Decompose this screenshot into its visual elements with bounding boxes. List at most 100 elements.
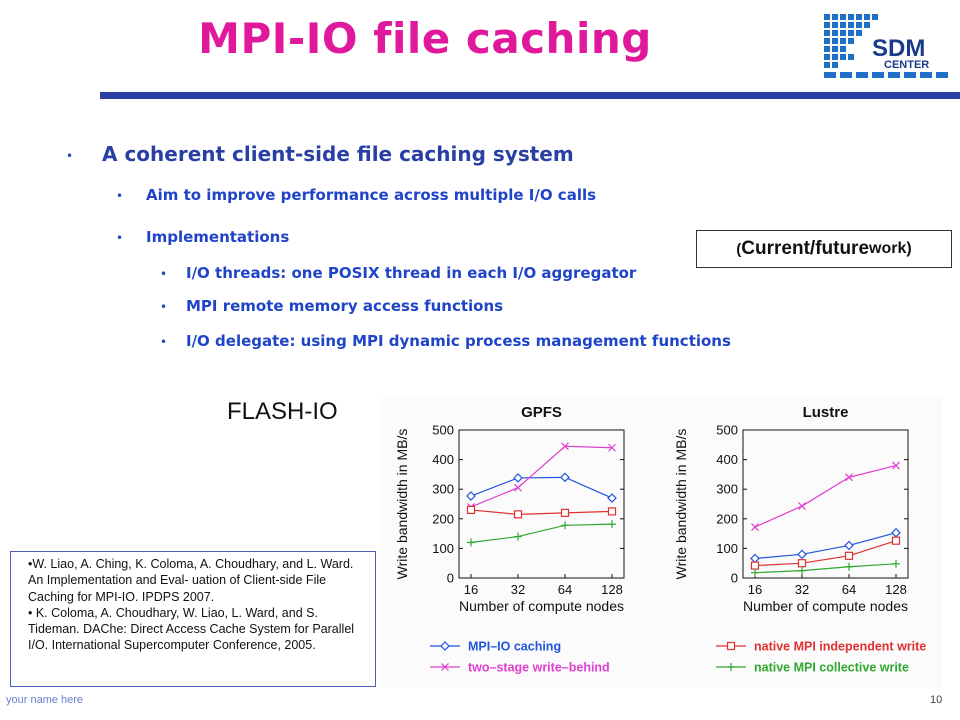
chart-title: GPFS — [521, 404, 562, 421]
data-point — [844, 540, 854, 551]
y-tick-label: 0 — [731, 571, 738, 586]
logo-text-sdm: SDM — [872, 35, 925, 62]
current-work-label: work) — [869, 240, 912, 257]
data-point — [751, 523, 759, 532]
bullet-dot: • — [160, 335, 168, 349]
y-tick-label: 200 — [432, 511, 454, 526]
y-tick-label: 400 — [432, 452, 454, 467]
references-box: •W. Liao, A. Ching, K. Coloma, A. Choudh… — [10, 551, 376, 687]
x-tick-label: 16 — [748, 582, 762, 597]
data-point — [798, 502, 806, 510]
x-tick-label: 64 — [558, 582, 572, 597]
bullet-level2-aim: Aim to improve performance across multip… — [146, 186, 597, 204]
legend-label: native MPI independent write — [754, 640, 926, 654]
legend-marker — [727, 663, 735, 671]
data-point — [561, 521, 569, 530]
x-axis-label: Number of compute nodes — [743, 598, 908, 614]
y-tick-label: 0 — [447, 571, 454, 586]
data-point — [751, 568, 759, 577]
bullet-dot: • — [160, 267, 168, 281]
data-point — [892, 461, 900, 470]
data-point — [467, 538, 475, 547]
data-point — [560, 472, 570, 483]
slide-title: MPI-IO file caching — [198, 14, 652, 63]
legend-marker — [441, 663, 449, 671]
data-point — [513, 510, 523, 519]
series-line — [470, 476, 613, 499]
y-tick-label: 300 — [716, 482, 738, 497]
series-line — [754, 464, 897, 528]
x-tick-label: 128 — [601, 582, 623, 597]
data-point — [750, 561, 760, 570]
bullet-level3-io-threads: I/O threads: one POSIX thread in each I/… — [186, 264, 637, 282]
series-line — [754, 540, 897, 567]
data-point — [608, 443, 616, 452]
sdm-center-logo: SDM CENTER — [824, 14, 948, 78]
series-line — [470, 445, 613, 508]
series-line — [754, 532, 897, 560]
data-point — [514, 532, 522, 541]
bullet-dot: • — [116, 231, 124, 245]
data-point — [514, 483, 522, 492]
bullet-level3-mpi-rma: MPI remote memory access functions — [186, 297, 504, 315]
data-point — [513, 473, 523, 483]
y-tick-label: 300 — [432, 482, 454, 497]
current-future-work-box: (Current/future work) — [696, 230, 952, 268]
reference-2: • K. Coloma, A. Choudhary, W. Liao, L. W… — [28, 605, 355, 653]
bullet-level3-io-delegate: I/O delegate: using MPI dynamic process … — [186, 332, 731, 350]
data-point — [466, 505, 476, 515]
bullet-dot: • — [116, 189, 124, 203]
data-point — [892, 559, 900, 568]
data-point — [608, 520, 616, 529]
bullet-dot: • — [160, 300, 168, 314]
y-tick-label: 500 — [432, 423, 454, 438]
legend-marker — [440, 641, 450, 651]
legend-label: two–stage write–behind — [468, 661, 610, 675]
data-point — [466, 491, 476, 501]
current-future-label: Current/future — [741, 238, 870, 259]
y-tick-label: 200 — [716, 511, 738, 526]
data-point — [560, 508, 570, 517]
series-line — [754, 563, 897, 574]
series-line — [470, 523, 613, 544]
data-point — [845, 473, 853, 482]
data-point — [891, 527, 901, 538]
y-tick-label: 500 — [716, 423, 738, 438]
series-line — [470, 509, 613, 515]
flash-io-label: FLASH-IO — [227, 398, 338, 425]
x-axis-label: Number of compute nodes — [459, 598, 624, 614]
chart-title: Lustre — [803, 404, 849, 421]
data-point — [607, 493, 617, 503]
y-axis-label: Write bandwidth in MB/s — [673, 429, 689, 580]
bullet-level1: A coherent client-side file caching syst… — [102, 142, 574, 166]
x-tick-label: 64 — [842, 582, 856, 597]
x-tick-label: 16 — [464, 582, 478, 597]
logo-text-center: CENTER — [884, 59, 929, 71]
current-paren: ( — [736, 240, 742, 258]
data-point — [845, 562, 853, 571]
x-tick-label: 32 — [795, 582, 809, 597]
bullet-level2-implementations: Implementations — [146, 228, 290, 246]
title-underline — [100, 92, 960, 99]
data-point — [607, 507, 617, 516]
footer-author: your name here — [6, 694, 84, 706]
legend-label: MPI–IO caching — [468, 640, 561, 654]
y-axis-label: Write bandwidth in MB/s — [394, 429, 410, 580]
data-point — [798, 566, 806, 575]
data-point — [891, 536, 901, 545]
legend-marker — [726, 641, 736, 651]
chart-panel: GPFS 0 100 200 300 400 500 16 32 64 128 Number of c… — [380, 397, 942, 687]
plot-frame — [742, 429, 909, 579]
y-tick-label: 100 — [432, 541, 454, 556]
data-point — [561, 442, 569, 451]
x-tick-label: 32 — [511, 582, 525, 597]
y-tick-label: 400 — [716, 452, 738, 467]
data-point — [797, 559, 807, 568]
bullet-dot: • — [66, 149, 74, 163]
plot-frame — [458, 429, 625, 579]
reference-1: •W. Liao, A. Ching, K. Coloma, A. Choudh… — [28, 557, 354, 604]
legend-label: native MPI collective write — [754, 661, 909, 675]
y-tick-label: 100 — [716, 541, 738, 556]
x-tick-label: 128 — [885, 582, 907, 597]
